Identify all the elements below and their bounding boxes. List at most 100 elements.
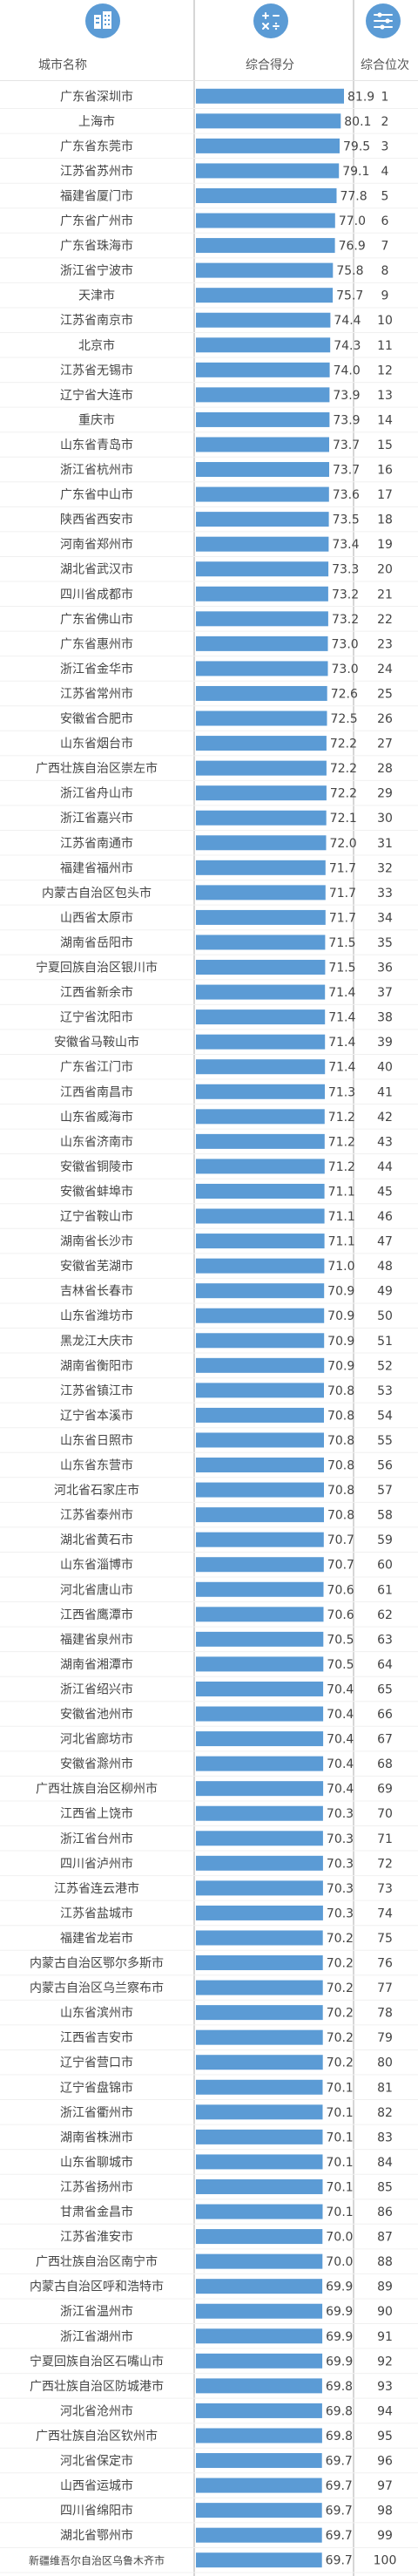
rank-label: 78 — [377, 2007, 393, 2021]
rank-label: 15 — [377, 438, 393, 452]
rank-label: 83 — [377, 2131, 393, 2144]
score-bar — [196, 586, 328, 602]
rank-label: 37 — [377, 986, 393, 1000]
score-value-label: 70.8 — [327, 1484, 354, 1498]
rank-label: 72 — [377, 1857, 393, 1871]
score-bar — [196, 1731, 324, 1747]
city-label: 天津市 — [78, 289, 115, 303]
city-label: 北京市 — [78, 338, 115, 353]
score-bar — [196, 238, 335, 254]
score-value-label: 70.1 — [327, 2081, 354, 2095]
score-value-label: 73.7 — [333, 464, 360, 478]
rank-label: 5 — [381, 189, 389, 203]
rank-label: 99 — [377, 2529, 393, 2543]
score-value-label: 71.4 — [328, 1061, 355, 1075]
score-value-label: 71.4 — [328, 986, 355, 1000]
score-bar — [196, 1357, 325, 1373]
score-value-label: 71.2 — [328, 1111, 355, 1125]
score-value-label: 69.9 — [326, 2330, 353, 2344]
rank-label: 95 — [377, 2430, 393, 2443]
score-value-label: 70.7 — [327, 1559, 354, 1573]
score-value-label: 69.7 — [326, 2554, 353, 2568]
score-bar — [196, 2129, 323, 2144]
city-label: 安徽省滁州市 — [60, 1757, 133, 1771]
score-value-label: 70.1 — [327, 2180, 354, 2194]
city-label: 甘肃省金昌市 — [60, 2205, 133, 2219]
score-value-label: 69.9 — [326, 2305, 353, 2319]
score-bar — [196, 611, 328, 627]
score-bar — [196, 1631, 324, 1647]
rank-label: 92 — [377, 2355, 393, 2369]
score-bar — [196, 1656, 324, 1672]
score-value-label: 72.2 — [330, 787, 357, 801]
score-bar — [196, 2253, 323, 2269]
score-bar — [196, 2029, 323, 2045]
rank-label: 2 — [381, 115, 389, 129]
rank-label: 64 — [377, 1658, 393, 1672]
score-value-label: 80.1 — [344, 115, 371, 129]
city-label: 广东省珠海市 — [60, 239, 133, 254]
city-label: 辽宁省沈阳市 — [60, 1010, 133, 1025]
city-label: 江苏省泰州市 — [60, 1508, 133, 1523]
score-bar — [196, 1855, 323, 1871]
score-value-label: 71.7 — [329, 911, 356, 925]
city-column-header: 城市名称 — [38, 58, 87, 72]
score-value-label: 69.7 — [326, 2529, 353, 2543]
score-bar — [196, 1458, 324, 1473]
score-value-label: 73.3 — [332, 563, 359, 577]
city-label: 安徽省铜陵市 — [60, 1159, 133, 1174]
city-label: 山东省烟台市 — [60, 737, 133, 751]
rank-label: 85 — [377, 2180, 393, 2194]
score-value-label: 69.7 — [326, 2455, 353, 2469]
rank-label: 32 — [377, 861, 393, 875]
score-bar — [196, 213, 335, 228]
rank-label: 46 — [377, 1210, 393, 1224]
rank-label: 19 — [377, 538, 393, 552]
city-label: 浙江省台州市 — [60, 1832, 133, 1846]
rank-label: 40 — [377, 1061, 393, 1075]
score-bar — [196, 88, 344, 104]
score-bar — [196, 661, 328, 676]
city-label: 浙江省金华市 — [60, 662, 133, 676]
score-value-label: 71.7 — [329, 861, 356, 875]
score-value-label: 71.0 — [327, 1260, 354, 1274]
rank-label: 27 — [377, 737, 393, 751]
score-value-label: 70.7 — [327, 1533, 354, 1547]
score-value-label: 74.3 — [334, 339, 361, 353]
score-bar — [196, 1581, 324, 1597]
score-bar — [196, 2477, 322, 2493]
city-label: 江苏省连云港市 — [54, 1881, 139, 1896]
score-bar — [196, 113, 341, 129]
score-value-label: 69.8 — [326, 2404, 353, 2418]
score-bar — [196, 984, 326, 1000]
rank-label: 91 — [377, 2330, 393, 2344]
city-label: 广东省江门市 — [60, 1060, 133, 1075]
score-value-label: 70.4 — [327, 1733, 354, 1747]
score-value-label: 70.3 — [327, 1832, 354, 1846]
score-value-label: 71.7 — [329, 887, 356, 901]
score-value-label: 70.5 — [327, 1633, 354, 1647]
score-bar — [196, 1009, 326, 1025]
score-value-label: 70.3 — [327, 1807, 354, 1821]
score-bar — [196, 1781, 324, 1797]
score-value-label: 69.7 — [326, 2505, 353, 2518]
rank-label: 28 — [377, 762, 393, 776]
city-label: 新疆维吾尔自治区乌鲁木齐市 — [29, 2554, 165, 2567]
rank-label: 36 — [377, 962, 393, 975]
score-value-label: 70.2 — [327, 1957, 354, 1971]
score-value-label: 73.2 — [332, 588, 359, 602]
score-bar — [196, 2279, 323, 2294]
city-label: 辽宁省鞍山市 — [60, 1209, 133, 1224]
city-label: 重庆市 — [78, 412, 115, 427]
score-bar — [196, 2079, 323, 2095]
city-label: 湖南省株洲市 — [60, 2130, 133, 2144]
rank-label: 100 — [374, 2554, 397, 2568]
score-value-label: 69.8 — [326, 2380, 353, 2394]
score-bar — [196, 1805, 323, 1821]
rank-label: 82 — [377, 2106, 393, 2120]
score-bar — [196, 462, 329, 478]
city-label: 山东省淄博市 — [60, 1558, 133, 1573]
city-label: 广西壮族自治区柳州市 — [36, 1782, 158, 1797]
score-bar — [196, 885, 326, 901]
rank-label: 29 — [377, 787, 393, 801]
